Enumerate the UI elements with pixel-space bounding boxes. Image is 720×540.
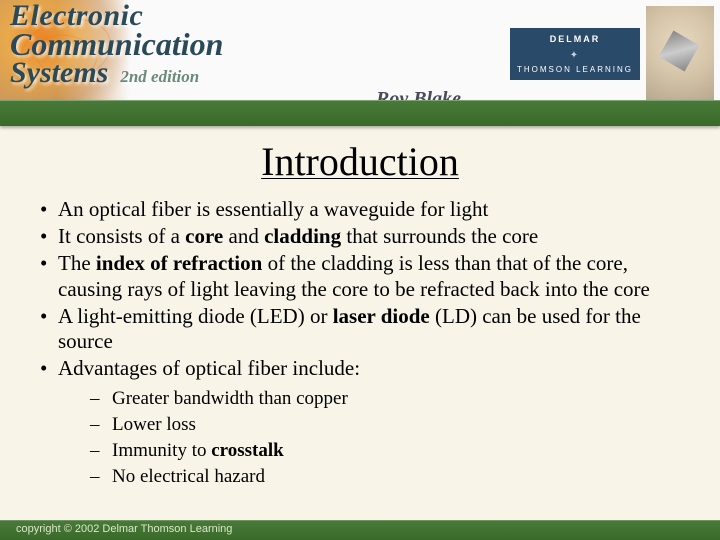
- main-bullet-list: An optical fiber is essentially a wavegu…: [36, 197, 684, 488]
- publisher-block: DELMAR ✦ THOMSON LEARNING: [510, 28, 640, 80]
- sub-bullet-item: Lower loss: [86, 413, 684, 437]
- bullet-item: An optical fiber is essentially a wavegu…: [36, 197, 684, 222]
- slide-title: Introduction: [36, 138, 684, 185]
- header-green-bar: [0, 100, 720, 126]
- slide-content: Introduction An optical fiber is essenti…: [0, 128, 720, 490]
- star-icon: ✦: [514, 48, 636, 63]
- footer-bar: copyright © 2002 Delmar Thomson Learning: [0, 520, 720, 540]
- publisher-primary: DELMAR: [514, 34, 636, 48]
- sub-bullet-item: Greater bandwidth than copper: [86, 387, 684, 411]
- sub-bullet-item: Immunity to crosstalk: [86, 439, 684, 463]
- book-title: Electronic Communication Systems 2nd edi…: [10, 2, 223, 87]
- bullet-item: It consists of a core and cladding that …: [36, 224, 684, 249]
- satellite-thumbnail: [646, 6, 714, 100]
- sub-bullet-item: No electrical hazard: [86, 465, 684, 489]
- bullet-item: Advantages of optical fiber include:Grea…: [36, 356, 684, 488]
- publisher-secondary: THOMSON LEARNING: [514, 63, 636, 74]
- copyright-text: copyright © 2002 Delmar Thomson Learning: [16, 523, 232, 535]
- sub-bullet-list: Greater bandwidth than copperLower lossI…: [86, 387, 684, 488]
- book-title-line2: Communication: [10, 30, 223, 59]
- bullet-item: The index of refraction of the cladding …: [36, 251, 684, 301]
- bullet-item: A light-emitting diode (LED) or laser di…: [36, 304, 684, 354]
- edition-label: 2nd edition: [120, 67, 199, 86]
- book-title-line3: Systems: [10, 59, 108, 87]
- header-banner: Electronic Communication Systems 2nd edi…: [0, 0, 720, 118]
